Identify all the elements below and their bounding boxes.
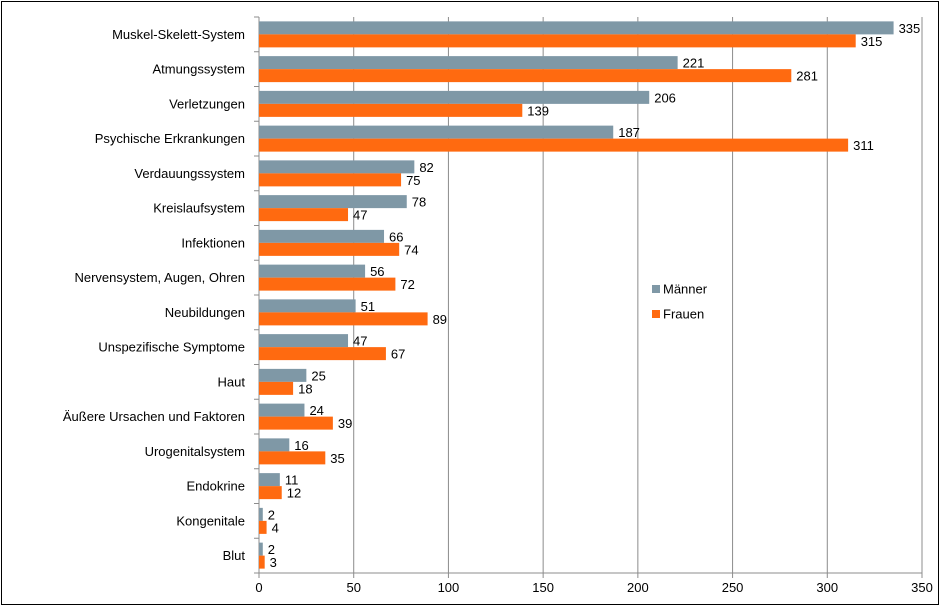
legend-swatch [652,285,660,293]
data-label: 12 [287,486,301,501]
x-tick-label: 250 [722,580,744,595]
data-label: 206 [654,90,676,105]
category-label: Äußere Ursachen und Faktoren [63,409,245,424]
bar-maenner [259,299,356,313]
category-label: Urogenitalsystem [145,444,245,459]
category-label: Muskel-Skelett-System [112,27,245,42]
data-label: 78 [412,195,426,210]
bar-maenner [259,229,385,243]
legend-label: Männer [663,282,708,297]
data-label: 74 [404,242,418,257]
data-label: 281 [796,69,818,84]
category-label: Kreislaufsystem [153,201,245,216]
data-label: 35 [330,451,344,466]
category-label: Kongenitale [176,513,245,528]
bar-frauen [259,416,333,430]
data-label: 72 [400,277,414,292]
data-label: 187 [618,125,640,140]
data-label: 221 [683,56,705,71]
category-label: Atmungssystem [153,62,245,77]
bar-frauen [259,277,396,291]
bar-maenner [259,403,305,417]
bar-frauen [259,555,265,569]
category-label: Infektionen [181,235,245,250]
legend: Männer Frauen [652,282,708,322]
bar-maenner [259,21,894,35]
bar-frauen [259,486,282,500]
data-label: 66 [389,229,403,244]
data-label: 18 [298,381,312,396]
labels-layer: 0 50 100 150 200 250 300 350 Muskel-Skelett-Syst… [63,21,933,595]
data-label: 75 [406,173,420,188]
bar-maenner [259,160,415,174]
x-tick-label: 50 [346,580,360,595]
data-label: 315 [861,34,883,49]
bar-frauen [259,208,349,222]
x-tick-label: 200 [627,580,649,595]
category-label: Endokrine [186,479,245,494]
data-label: 24 [309,403,323,418]
data-label: 39 [338,416,352,431]
bar-maenner [259,195,407,209]
bar-maenner [259,264,366,278]
bar-maenner [259,56,678,70]
x-tick-label: 350 [911,580,933,595]
category-label: Psychische Erkrankungen [95,131,245,146]
bar-maenner [259,334,349,348]
bar-maenner [259,368,307,382]
data-label: 56 [370,264,384,279]
bar-frauen [259,103,523,117]
bar-maenner [259,542,263,556]
data-label: 2 [268,542,275,557]
bar-maenner [259,125,614,139]
bar-frauen [259,138,849,152]
bar-frauen [259,312,428,326]
data-label: 82 [419,160,433,175]
data-label: 51 [361,299,375,314]
bar-frauen [259,347,386,361]
bar-frauen [259,69,792,83]
data-label: 47 [353,334,367,349]
x-tick-label: 100 [438,580,460,595]
bar-frauen [259,520,267,534]
data-label: 335 [899,21,921,36]
legend-swatch [652,310,660,318]
data-label: 16 [294,438,308,453]
bars-layer [259,21,894,569]
x-tick-label: 150 [532,580,554,595]
data-label: 67 [391,347,405,362]
bar-frauen [259,34,856,48]
data-label: 11 [285,473,299,488]
category-label: Unspezifische Symptome [98,340,245,355]
data-label: 3 [270,555,277,570]
data-label: 139 [527,103,549,118]
bar-frauen [259,242,400,256]
category-label: Verletzungen [169,96,245,111]
bar-frauen [259,451,326,465]
category-label: Neubildungen [165,305,245,320]
category-label: Nervensystem, Augen, Ohren [74,270,245,285]
category-label: Haut [218,374,246,389]
bar-maenner [259,90,650,104]
data-label: 2 [268,507,275,522]
bar-frauen [259,381,294,395]
data-label: 47 [353,208,367,223]
category-label: Verdauungssystem [134,166,245,181]
data-label: 311 [853,138,874,153]
x-tick-label: 0 [255,580,262,595]
legend-label: Frauen [663,307,704,322]
data-label: 25 [311,368,325,383]
data-label: 4 [272,520,279,535]
bar-maenner [259,507,263,521]
data-label: 89 [433,312,447,327]
bar-frauen [259,173,402,187]
bar-maenner [259,473,280,487]
x-tick-label: 300 [816,580,838,595]
bar-maenner [259,438,290,452]
category-label: Blut [223,548,246,563]
